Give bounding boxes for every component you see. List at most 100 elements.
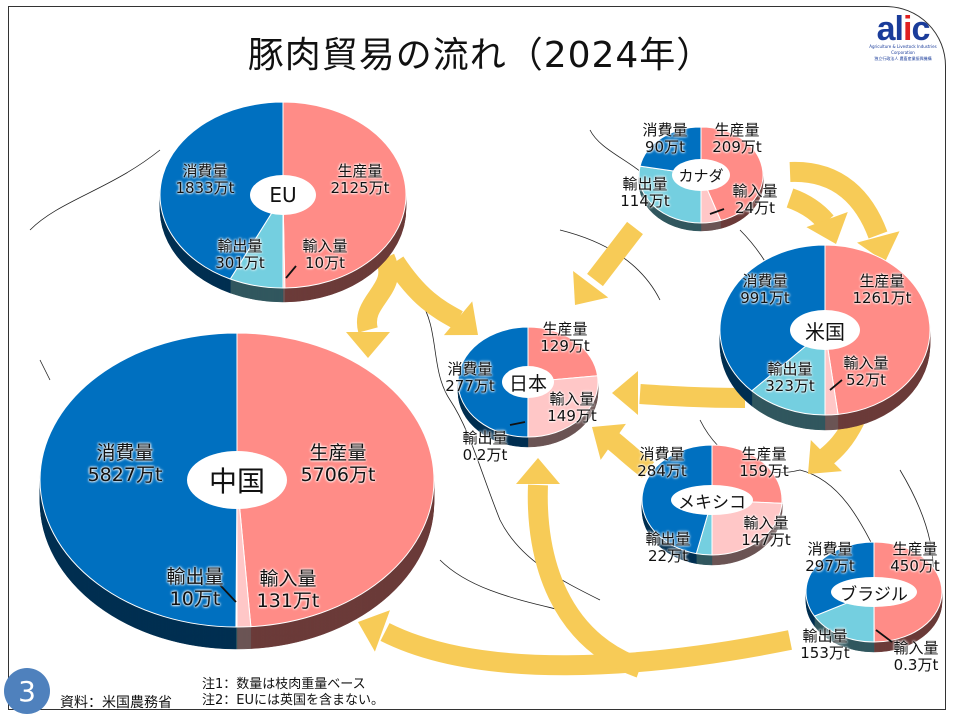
us-production-label: 生産量 1261万t (852, 273, 911, 307)
metric-value: 323万t (765, 377, 815, 395)
metric-name: 輸入量 (843, 354, 889, 372)
eu-production-label: 生産量 2125万t (330, 163, 389, 197)
metric-value: 159万t (739, 462, 789, 480)
alic-logo: alic Agriculture & Livestock Industries … (869, 10, 937, 61)
arrow-mexico-japan (605, 432, 655, 478)
metric-name: 輸出量 (802, 627, 848, 645)
pie-center-label-brazil: ブラジル (831, 577, 917, 607)
metric-value: 131万t (256, 590, 320, 612)
canada-export-label: 輸出量 114万t (620, 176, 670, 210)
arrow-eu-japan-head (443, 301, 478, 336)
leader-line (219, 584, 237, 603)
arrow-us-mexico-head (808, 440, 842, 474)
leader-line (709, 208, 725, 215)
pie-us (719, 244, 931, 431)
metric-value: 450万t (890, 557, 940, 575)
metric-name: 生産量 (309, 442, 367, 464)
note-1: 注1：数量は枝肉重量ベース (202, 677, 366, 692)
metric-value: 0.3万t (893, 656, 939, 674)
metric-name: 消費量 (447, 360, 493, 378)
japan-import-label: 輸入量 149万t (547, 391, 597, 425)
metric-name: 輸出量 (217, 237, 263, 255)
metric-value: 22万t (648, 547, 688, 565)
metric-name: 生産量 (542, 320, 588, 338)
metric-name: 輸出量 (645, 530, 691, 548)
metric-name: 輸入量 (893, 639, 939, 657)
china-consumption-label: 消費量 5827万t (88, 442, 163, 486)
metric-value: 90万t (645, 138, 685, 156)
metric-value: 10万t (169, 588, 221, 610)
brazil-export-label: 輸出量 153万t (800, 628, 850, 662)
brazil-production-label: 生産量 450万t (890, 541, 940, 575)
metric-name: 生産量 (714, 121, 760, 139)
metric-value: 277万t (445, 377, 495, 395)
page-number: 3 (4, 668, 50, 714)
eu-consumption-label: 消費量 1833万t (175, 163, 234, 197)
metric-value: 209万t (712, 138, 762, 156)
note-2: 注2：EUには英国を含まない。 (202, 693, 385, 708)
metric-value: 52万t (846, 371, 886, 389)
metric-name: 輸出量 (767, 360, 813, 378)
mexico-consumption-label: 消費量 284万t (637, 446, 687, 480)
metric-value: 149万t (547, 407, 597, 425)
pie-center-label-us: 米国 (790, 310, 860, 350)
metric-name: 輸入量 (302, 237, 348, 255)
metric-value: 147万t (741, 531, 791, 549)
metric-name: 輸入量 (549, 390, 595, 408)
mexico-production-label: 生産量 159万t (739, 446, 789, 480)
metric-value: 0.2万t (462, 446, 508, 464)
arrow-us-japan (639, 384, 746, 408)
metric-name: 生産量 (859, 272, 905, 290)
metric-value: 2125万t (330, 179, 390, 197)
trade-arrows (346, 161, 900, 678)
leader-line (285, 265, 297, 279)
metric-name: 輸出量 (166, 566, 224, 588)
metric-value: 284万t (637, 462, 687, 480)
metric-name: 輸入量 (732, 182, 778, 200)
slice-canada-production (700, 126, 764, 222)
leader-line (829, 379, 843, 391)
us-export-label: 輸出量 323万t (765, 361, 815, 395)
us-consumption-label: 消費量 991万t (740, 273, 790, 307)
slice-eu-consumption (159, 101, 284, 280)
metric-value: 153万t (800, 644, 850, 662)
slice-china-production (236, 332, 435, 628)
pie-japan (457, 326, 599, 448)
pie-center-label-mexico: メキシコ (671, 485, 753, 515)
canada-production-label: 生産量 209万t (712, 122, 762, 156)
mexico-import-label: 輸入量 147万t (741, 515, 791, 549)
metric-name: 消費量 (639, 445, 685, 463)
pie-center-label-japan: 日本 (502, 366, 554, 398)
arrow-eu-japan (386, 256, 463, 329)
metric-value: 24万t (735, 199, 775, 217)
metric-name: 消費量 (96, 442, 154, 464)
metric-name: 消費量 (742, 272, 788, 290)
metric-value: 10万t (305, 254, 345, 272)
arrow-brazil-china-head (358, 610, 390, 652)
metric-name: 生産量 (892, 540, 938, 558)
slice-japan-consumption (457, 326, 529, 438)
metric-name: 消費量 (182, 162, 228, 180)
slice-china-consumption (39, 332, 238, 628)
metric-name: 消費量 (807, 540, 853, 558)
arrow-canada-us (789, 161, 888, 239)
canada-import-label: 輸入量 24万t (732, 183, 777, 217)
metric-value: 1833万t (175, 179, 235, 197)
metric-value: 129万t (540, 337, 590, 355)
metric-name: 輸入量 (743, 514, 789, 532)
slide-frame (8, 6, 946, 710)
arrow-canada-japan-head (573, 270, 609, 305)
leader-line (509, 421, 526, 426)
arrow-brazil-japan (527, 484, 644, 678)
mexico-export-label: 輸出量 22万t (645, 531, 690, 565)
metric-value: 991万t (740, 289, 790, 307)
metric-value: 297万t (805, 557, 855, 575)
metric-name: 輸出量 (462, 429, 508, 447)
arrow-brazil-japan-head (516, 458, 560, 484)
metric-value: 5827万t (87, 464, 163, 486)
japan-production-label: 生産量 129万t (540, 321, 590, 355)
japan-export-label: 輸出量 0.2万t (462, 430, 507, 464)
arrow-canada-us-head (857, 231, 900, 262)
pie-center-label-eu: EU (250, 175, 316, 215)
